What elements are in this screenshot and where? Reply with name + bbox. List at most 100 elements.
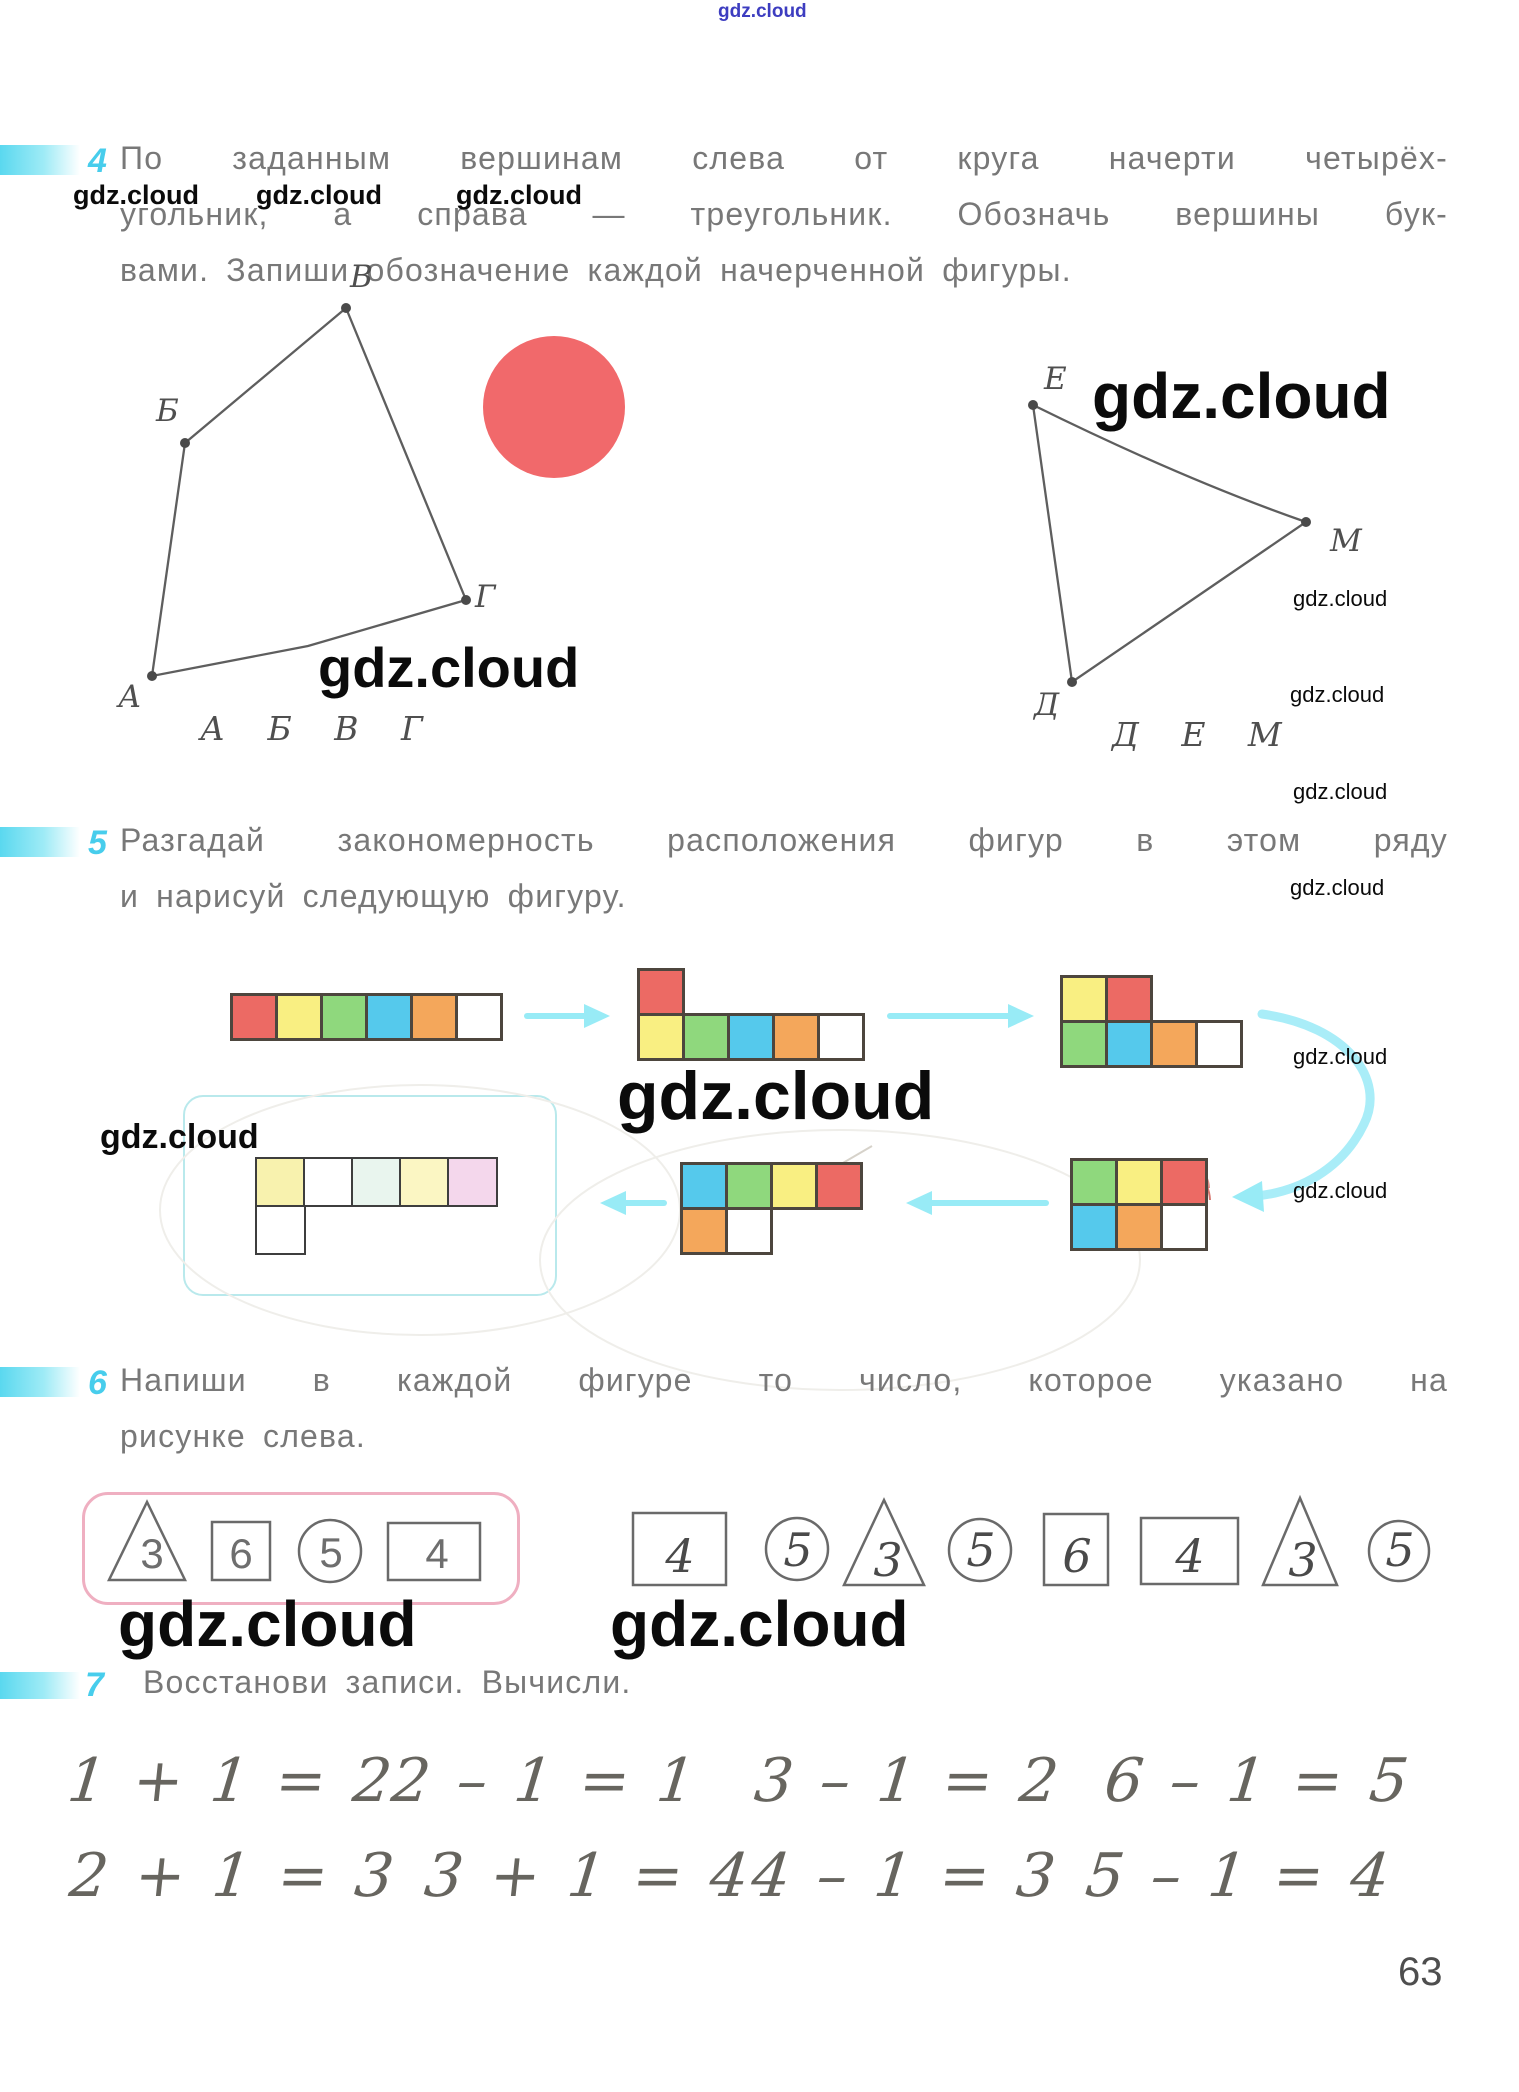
pattern-square-white xyxy=(1160,1203,1208,1251)
shape-number: 4 xyxy=(1174,1529,1204,1583)
pattern-square-red xyxy=(230,993,278,1041)
pattern-square-blue xyxy=(1105,1020,1153,1068)
equation: 2 – 1 = 1 xyxy=(388,1746,699,1816)
vertex-label-m: М xyxy=(1330,523,1362,559)
vertex-dot-a xyxy=(147,671,157,681)
pattern-square-ans4 xyxy=(399,1157,450,1207)
square-outline xyxy=(1042,1512,1110,1587)
watermark-large: gdz.cloud xyxy=(617,1058,935,1134)
task5-marker xyxy=(0,827,80,857)
shape-number: 6 xyxy=(229,1530,252,1577)
vertex-dot-e xyxy=(1028,400,1038,410)
watermark: gdz.cloud xyxy=(256,180,382,210)
task4-text-line3: вами. Запиши обозначение каждой начерчен… xyxy=(120,252,1072,288)
watermark-large: gdz.cloud xyxy=(1092,360,1391,432)
page-number: 63 xyxy=(1398,1950,1443,1994)
shape-number: 6 xyxy=(1062,1529,1091,1583)
watermark: gdz.cloud xyxy=(1293,586,1388,611)
shape-number: 5 xyxy=(319,1529,342,1576)
watermark: gdz.cloud xyxy=(1290,682,1385,707)
shape-number: 3 xyxy=(140,1530,163,1577)
arrow-left-2 xyxy=(906,1191,1049,1215)
pattern-square-red xyxy=(815,1162,863,1210)
vertex-dot-g xyxy=(461,595,471,605)
watermark: gdz.cloud xyxy=(100,1118,259,1156)
rectangle-outline xyxy=(386,1521,482,1582)
triangle-caption: Д Е М xyxy=(1112,715,1298,754)
task7-marker xyxy=(0,1672,80,1699)
triangle-dem xyxy=(1031,403,1309,684)
circle-outline xyxy=(947,1517,1013,1583)
sample-group-box xyxy=(82,1492,520,1605)
pattern-square-blue xyxy=(1070,1203,1118,1251)
circle-outline xyxy=(297,1518,363,1584)
pattern-square-green xyxy=(1070,1158,1118,1206)
pattern-square-white xyxy=(455,993,503,1041)
circle-outline xyxy=(764,1516,830,1582)
shape-number: 5 xyxy=(1385,1523,1414,1577)
task4-number: 4 xyxy=(88,142,107,180)
equation: 4 – 1 = 3 xyxy=(748,1841,1059,1911)
arrow-left-1 xyxy=(600,1191,667,1215)
vertex-dot-m xyxy=(1301,517,1311,527)
task7-number: 7 xyxy=(85,1666,104,1704)
shape-number: 3 xyxy=(873,1533,902,1587)
arrow-right-1 xyxy=(524,1004,610,1028)
equation: 5 – 1 = 4 xyxy=(1082,1841,1393,1911)
pattern-square-green xyxy=(320,993,368,1041)
watermark: gdz.cloud xyxy=(1290,875,1385,900)
task5-text-line2: и нарисуй следующую фигуру. xyxy=(120,878,627,914)
pattern-square-yellow xyxy=(770,1162,818,1210)
equation: 6 – 1 = 5 xyxy=(1101,1746,1412,1816)
red-circle xyxy=(483,336,625,478)
triangle-outline xyxy=(1261,1494,1339,1587)
pattern-square-ans1 xyxy=(255,1157,306,1207)
pattern-square-green xyxy=(1060,1020,1108,1068)
pattern-square-red xyxy=(1105,975,1153,1023)
pattern-square-blue xyxy=(365,993,413,1041)
rectangle-outline xyxy=(1139,1516,1240,1586)
task4-text-line1: По заданным вершинам слева от круга наче… xyxy=(120,140,1448,176)
triangle-outline xyxy=(107,1499,187,1582)
task4-marker xyxy=(0,145,80,175)
shape-number: 3 xyxy=(1288,1533,1317,1587)
equation: 3 + 1 = 4 xyxy=(421,1841,753,1911)
task4-text-line2: угольник, а справа — треугольник. Обозна… xyxy=(120,196,1448,232)
vertex-label-g: Г xyxy=(475,579,496,615)
shape-number: 4 xyxy=(664,1529,694,1583)
pattern-square-red xyxy=(1160,1158,1208,1206)
pattern-square-blue xyxy=(680,1162,728,1210)
pattern-square-ans3 xyxy=(351,1157,402,1207)
equation: 3 – 1 = 2 xyxy=(751,1746,1062,1816)
watermark-large: gdz.cloud xyxy=(118,1588,417,1660)
pattern-square-orange xyxy=(1150,1020,1198,1068)
pattern-square-white xyxy=(725,1207,773,1255)
vertex-label-d: Д xyxy=(1034,687,1060,723)
triangle-outline xyxy=(842,1497,926,1587)
watermark: gdz.cloud xyxy=(1293,1178,1388,1203)
vertex-dot-d xyxy=(1067,677,1077,687)
pattern-square-orange xyxy=(1115,1203,1163,1251)
watermark-large: gdz.cloud xyxy=(318,636,580,699)
quadrilateral-abvg xyxy=(150,306,468,678)
watermark: gdz.cloud xyxy=(456,180,582,210)
vertex-label-a: А xyxy=(118,679,142,715)
task7-text-line1: Восстанови записи. Вычисли. xyxy=(143,1664,632,1700)
equation: 2 + 1 = 3 xyxy=(66,1841,398,1911)
pattern-square-red xyxy=(637,968,685,1016)
pattern-square-ans2 xyxy=(303,1157,354,1207)
square-outline xyxy=(631,1511,728,1587)
pattern-square-yellow xyxy=(1060,975,1108,1023)
pattern-square-white xyxy=(1195,1020,1243,1068)
shape-number: 5 xyxy=(783,1523,812,1577)
vertex-dot-b xyxy=(180,438,190,448)
vertex-label-e: Е xyxy=(1044,361,1067,397)
task5-number: 5 xyxy=(88,824,107,862)
arrow-curved xyxy=(1232,1009,1375,1212)
pattern-square-orange xyxy=(772,1013,820,1061)
pattern-square-white xyxy=(817,1013,865,1061)
watermark: gdz.cloud xyxy=(73,180,199,210)
shape-number: 5 xyxy=(966,1523,995,1577)
